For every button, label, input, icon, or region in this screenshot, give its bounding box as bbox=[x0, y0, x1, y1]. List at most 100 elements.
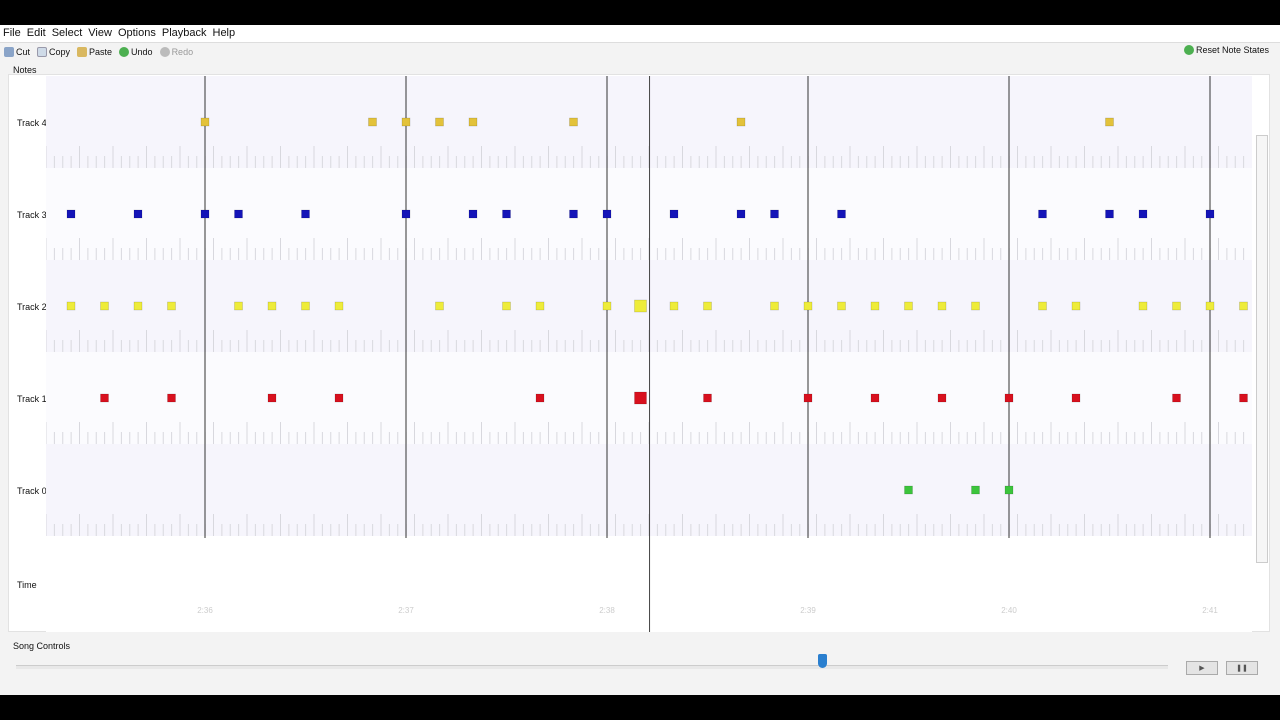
paste-button[interactable]: Paste bbox=[77, 46, 113, 57]
play-button[interactable]: ▶ bbox=[1186, 661, 1218, 675]
note-marker bbox=[1071, 301, 1081, 311]
menu-playback[interactable]: Playback bbox=[161, 27, 207, 39]
scissors-icon bbox=[4, 46, 14, 57]
note-marker bbox=[133, 301, 143, 311]
note-marker bbox=[602, 301, 612, 311]
reset-note-states-button[interactable]: Reset Note States bbox=[1183, 45, 1269, 55]
note-marker bbox=[66, 301, 76, 311]
note-marker bbox=[1205, 301, 1215, 311]
note-marker bbox=[703, 301, 712, 311]
note-marker bbox=[435, 301, 444, 311]
note-marker bbox=[971, 485, 980, 495]
note-marker bbox=[770, 209, 779, 219]
note-marker bbox=[1205, 209, 1215, 219]
note-marker bbox=[569, 209, 578, 219]
note-marker bbox=[736, 117, 746, 127]
note-grid[interactable]: 2:36 2:37 2:38 2:39 2:40 2:41 bbox=[46, 76, 1252, 632]
note-marker bbox=[401, 209, 411, 219]
note-marker bbox=[334, 301, 344, 311]
note-marker bbox=[1138, 209, 1148, 219]
note-marker bbox=[502, 209, 511, 219]
note-marker bbox=[870, 393, 880, 403]
note-marker bbox=[368, 117, 377, 127]
song-controls-label: Song Controls bbox=[13, 641, 71, 651]
note-marker bbox=[602, 209, 612, 219]
note-marker bbox=[1071, 393, 1081, 403]
note-marker bbox=[569, 117, 578, 127]
note-marker bbox=[669, 301, 679, 311]
note-grid-canvas: 2:36 2:37 2:38 2:39 2:40 2:41 bbox=[46, 76, 1252, 632]
menu-bar: File Edit Select View Options Playback H… bbox=[0, 25, 1280, 42]
time-label: Time bbox=[17, 580, 37, 590]
note-marker bbox=[803, 301, 813, 311]
note-marker bbox=[66, 209, 76, 219]
menu-edit[interactable]: Edit bbox=[26, 27, 46, 39]
note-marker bbox=[1239, 393, 1248, 403]
track-label: Track 3 bbox=[17, 210, 47, 220]
pause-button[interactable]: ❚❚ bbox=[1226, 661, 1258, 675]
note-marker bbox=[1138, 301, 1148, 311]
paste-icon bbox=[77, 46, 88, 57]
menu-help[interactable]: Help bbox=[212, 27, 236, 39]
note-marker bbox=[100, 393, 109, 403]
note-marker bbox=[634, 299, 647, 313]
time-tick-label: 2:39 bbox=[800, 606, 816, 615]
note-marker bbox=[1105, 209, 1114, 219]
note-marker bbox=[770, 301, 779, 311]
copy-label: Copy bbox=[49, 46, 71, 57]
note-marker bbox=[133, 209, 143, 219]
menu-select[interactable]: Select bbox=[51, 27, 83, 39]
paste-label: Paste bbox=[89, 46, 113, 57]
note-marker bbox=[267, 393, 277, 403]
notes-section-label: Notes bbox=[13, 65, 37, 75]
note-marker bbox=[301, 209, 310, 219]
note-marker bbox=[803, 393, 813, 403]
note-marker bbox=[401, 117, 411, 127]
note-marker bbox=[334, 393, 344, 403]
vertical-scrollbar[interactable] bbox=[1256, 135, 1268, 563]
note-marker bbox=[468, 117, 478, 127]
time-tick-label: 2:36 bbox=[197, 606, 213, 615]
note-marker bbox=[1172, 393, 1181, 403]
copy-icon bbox=[37, 46, 48, 57]
note-marker bbox=[1004, 485, 1014, 495]
note-marker bbox=[301, 301, 310, 311]
note-marker bbox=[1105, 117, 1114, 127]
song-position-knob[interactable] bbox=[818, 654, 828, 668]
redo-label: Redo bbox=[171, 46, 194, 57]
note-marker bbox=[435, 117, 444, 127]
track-label: Track 4 bbox=[17, 118, 47, 128]
undo-label: Undo bbox=[131, 46, 153, 57]
track-label: Track 1 bbox=[17, 394, 47, 404]
note-marker bbox=[736, 209, 746, 219]
reset-label: Reset Note States bbox=[1195, 45, 1269, 55]
menu-options[interactable]: Options bbox=[117, 27, 156, 39]
menu-file[interactable]: File bbox=[3, 27, 21, 39]
note-marker bbox=[234, 209, 243, 219]
time-tick-label: 2:41 bbox=[1202, 606, 1218, 615]
pause-icon: ❚❚ bbox=[1236, 665, 1248, 672]
cut-label: Cut bbox=[16, 46, 31, 57]
menu-view[interactable]: View bbox=[88, 27, 112, 39]
undo-icon bbox=[119, 46, 130, 57]
note-marker bbox=[200, 209, 210, 219]
song-position-slider[interactable] bbox=[16, 665, 1168, 669]
note-marker bbox=[535, 393, 545, 403]
note-marker bbox=[837, 209, 846, 219]
cut-button[interactable]: Cut bbox=[4, 46, 31, 57]
note-marker bbox=[167, 301, 176, 311]
undo-button[interactable]: Undo bbox=[119, 46, 153, 57]
note-marker bbox=[703, 393, 712, 403]
note-marker bbox=[634, 391, 647, 405]
note-marker bbox=[904, 301, 913, 311]
copy-button[interactable]: Copy bbox=[37, 46, 71, 57]
note-marker bbox=[267, 301, 277, 311]
time-tick-label: 2:40 bbox=[1001, 606, 1017, 615]
note-marker bbox=[1004, 393, 1014, 403]
note-marker bbox=[870, 301, 880, 311]
note-marker bbox=[200, 117, 210, 127]
redo-icon bbox=[159, 46, 170, 57]
time-tick-label: 2:37 bbox=[398, 606, 414, 615]
redo-button[interactable]: Redo bbox=[159, 46, 194, 57]
note-marker bbox=[937, 301, 947, 311]
